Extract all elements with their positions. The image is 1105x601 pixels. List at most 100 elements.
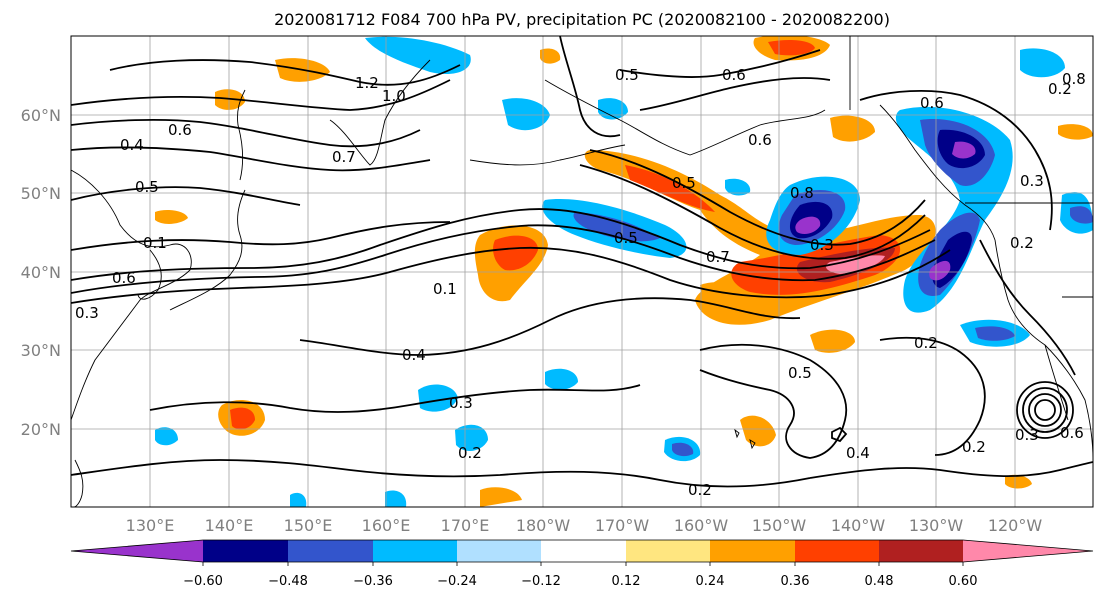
contour-label: 0.2 [688, 481, 712, 499]
lon-label: 160°W [674, 516, 729, 535]
contour-label: 0.3 [1015, 426, 1039, 444]
colorbar-cell [457, 540, 541, 562]
map-frame [70, 35, 1094, 508]
contour-label: 0.3 [1020, 172, 1044, 190]
negative-band-middle-inner [573, 212, 660, 242]
pv-contour-16 [699, 343, 848, 459]
contour-label: 0.2 [914, 334, 938, 352]
contour-label: 0.1 [143, 234, 167, 252]
negative-patch-160w-20n-mid [672, 442, 694, 457]
colorbar-tick-label: −0.48 [268, 574, 308, 589]
contour-label: 0.4 [402, 346, 426, 364]
contour-label: 0.3 [810, 236, 834, 254]
negative-patch-small-2 [385, 490, 407, 507]
pv-contour-19 [979, 239, 1076, 376]
colorbar-cell [541, 540, 626, 562]
pv-contour-17 [879, 336, 986, 456]
positive-patch-small-3 [155, 210, 188, 224]
contour-label: 0.6 [1060, 424, 1084, 442]
lat-label: 40°N [21, 263, 61, 282]
contour-label: 0.2 [962, 438, 986, 456]
negative-patch-top-right [1020, 48, 1065, 78]
pv-contour-10 [109, 59, 461, 86]
pv-contour-3 [71, 246, 951, 304]
contour-labels: 1.2 1.0 0.6 0.4 0.5 0.7 0.1 0.6 0.3 0.5 … [75, 66, 1086, 499]
positive-patch-top-red [768, 40, 815, 56]
pv-contour-9 [71, 79, 451, 111]
colorbar-cell [795, 540, 879, 562]
positive-patch-140e-red [230, 407, 255, 430]
lon-label: 150°W [752, 516, 807, 535]
negative-patch-60n-165w [598, 98, 628, 120]
negative-coast-purple [929, 141, 976, 281]
negative-patch-165w-28n [545, 368, 578, 390]
colorbar-tick-label: −0.24 [437, 574, 477, 589]
lon-label: 140°W [831, 516, 886, 535]
lon-label: 180°W [516, 516, 571, 535]
positive-patch-small-5 [1005, 474, 1032, 489]
lon-label: 140°E [205, 516, 254, 535]
coast-aleutians [469, 144, 626, 166]
negative-patch-east-30n-mid [975, 326, 1015, 341]
longitude-labels: 130°E 140°E 150°E 160°E 170°E 180°W 170°… [126, 516, 1043, 535]
coast-philippines [73, 459, 84, 507]
colorbar-tick-label: 0.12 [612, 574, 641, 589]
contour-label: 0.5 [614, 229, 638, 247]
negative-cyclone-purple [795, 216, 821, 234]
coast-alaska [544, 79, 826, 156]
colorbar-tick-label: 0.60 [949, 574, 978, 589]
pv-closed-contour-3 [1022, 387, 1068, 433]
contour-label: 0.2 [1048, 80, 1072, 98]
pv-contour-12 [299, 297, 801, 356]
colorbar-tick-label: −0.12 [521, 574, 561, 589]
coast-japan [169, 189, 246, 311]
lon-label: 170°W [595, 516, 650, 535]
lat-label: 20°N [21, 420, 61, 439]
negative-patch-60n-180 [502, 98, 550, 131]
negative-patch-small-4 [725, 178, 751, 196]
coast-hawaii-2 [749, 439, 756, 450]
coast-korea [137, 249, 162, 300]
colorbar-cell [288, 540, 373, 562]
contour-label: 0.5 [788, 364, 812, 382]
pv-contour-4 [579, 164, 926, 260]
pv-contour-8 [71, 118, 421, 148]
contour-label: 0.6 [920, 94, 944, 112]
colorbar-ticks [202, 562, 964, 566]
lon-label: 120°W [988, 516, 1043, 535]
pv-contours [71, 36, 1093, 488]
lon-label: 170°E [441, 516, 490, 535]
positive-patch-150w-30n [810, 329, 855, 353]
lon-label: 130°E [126, 516, 175, 535]
contour-label: 0.8 [790, 184, 814, 202]
contour-label: 0.5 [672, 174, 696, 192]
pv-closed-contour-4 [1016, 381, 1074, 439]
contour-label: 0.4 [846, 444, 870, 462]
coastlines [71, 36, 1093, 507]
pv-contour-6 [71, 221, 451, 251]
contour-label: 0.7 [706, 248, 730, 266]
map-panel: 1.2 1.0 0.6 0.4 0.5 0.7 0.1 0.6 0.3 0.5 … [70, 35, 1094, 508]
positive-patch-small-6 [1058, 124, 1093, 140]
colorbar-cell [626, 540, 710, 562]
pv-contour-7 [71, 146, 431, 172]
pv-contour-5 [589, 149, 926, 246]
colorbar-cell [710, 540, 795, 562]
contour-label: 0.1 [433, 280, 457, 298]
pv-contour-22 [639, 77, 831, 111]
negative-patch-small-1 [155, 427, 178, 446]
coast-asia [71, 169, 192, 421]
pv-closed-contour-2 [1028, 393, 1062, 427]
figure-title: 2020081712 F084 700 hPa PV, precipitatio… [274, 10, 890, 29]
negative-patch-right-mid [1070, 206, 1093, 224]
lat-label: 30°N [21, 341, 61, 360]
colorbar-tick-label: −0.60 [183, 574, 223, 589]
pv-closed-contour-1 [1034, 399, 1056, 421]
positive-patch-135w [830, 115, 875, 142]
positive-patch-170e-red [493, 235, 538, 271]
contour-label: 0.6 [168, 121, 192, 139]
lat-label: 50°N [21, 184, 61, 203]
positive-band-pink [825, 255, 885, 274]
colorbar-tick-label: 0.36 [781, 574, 810, 589]
